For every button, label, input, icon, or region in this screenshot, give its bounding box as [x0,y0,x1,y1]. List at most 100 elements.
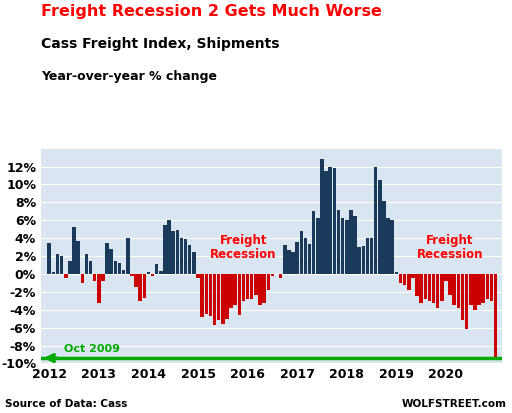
Bar [469,274,473,305]
Bar [494,274,497,358]
Bar [159,271,163,274]
Bar [477,274,481,305]
Bar [449,274,452,295]
Bar [399,274,402,283]
Bar [68,261,72,274]
Bar [481,274,485,303]
Text: Source of Data: Cass: Source of Data: Cass [5,399,127,409]
Bar [489,274,493,301]
Bar [329,166,332,274]
Bar [151,274,154,276]
Bar [217,274,221,320]
Bar [411,274,415,278]
Bar [76,241,80,274]
Bar [428,274,431,301]
Bar [295,242,299,274]
Bar [262,274,266,304]
Bar [110,249,113,274]
Text: Year-over-year % change: Year-over-year % change [41,70,217,83]
Bar [142,274,146,298]
Bar [246,274,249,299]
Bar [155,264,158,274]
Bar [444,274,447,281]
Bar [308,244,311,274]
Bar [188,245,191,274]
Bar [370,238,373,274]
Bar [60,256,63,274]
Bar [271,274,274,276]
Bar [283,245,287,274]
Bar [225,274,229,319]
Bar [387,218,390,274]
Bar [419,274,423,303]
Bar [52,272,55,274]
Bar [80,274,84,283]
Bar [101,274,105,281]
Bar [192,252,196,274]
Bar [258,274,262,305]
Bar [122,271,125,274]
Bar [267,274,270,290]
Bar [415,274,419,297]
Bar [279,274,283,278]
Bar [209,274,212,316]
Bar [89,261,92,274]
Bar [461,274,464,320]
Bar [403,274,407,285]
Bar [395,272,398,274]
Bar [337,211,340,274]
Bar [238,274,241,315]
Bar [93,274,96,281]
Bar [378,180,381,274]
Text: Freight
Recession: Freight Recession [210,233,276,261]
Bar [163,225,167,274]
Bar [48,243,51,274]
Bar [213,274,216,325]
Bar [357,247,361,274]
Bar [221,274,225,324]
Text: WOLFSTREET.com: WOLFSTREET.com [402,399,507,409]
Bar [233,274,237,305]
Bar [250,274,253,299]
Bar [176,230,179,274]
Bar [105,243,109,274]
Bar [440,274,443,301]
Bar [366,238,369,274]
Bar [118,263,121,274]
Bar [291,252,295,274]
Bar [229,274,233,308]
Bar [391,220,394,274]
Bar [374,166,377,274]
Bar [436,274,439,308]
Bar [180,238,183,274]
Bar [167,220,171,274]
Text: Oct 2009: Oct 2009 [63,344,120,354]
Bar [473,274,477,310]
Bar [304,238,307,274]
Bar [114,261,117,274]
Bar [126,238,130,274]
Bar [361,246,365,274]
Bar [325,171,328,274]
Bar [453,274,456,305]
Bar [345,220,349,274]
Bar [64,274,68,278]
Bar [287,250,291,274]
Bar [146,272,150,274]
Bar [172,231,175,274]
Bar [485,274,489,299]
Bar [423,274,427,299]
Bar [353,216,357,274]
Bar [242,274,245,301]
Bar [134,274,138,287]
Bar [56,254,59,274]
Bar [254,274,258,294]
Bar [407,274,411,290]
Bar [457,274,460,308]
Bar [300,231,303,274]
Bar [97,274,100,303]
Bar [200,274,204,317]
Bar [130,274,134,276]
Bar [333,169,336,274]
Bar [184,239,187,274]
